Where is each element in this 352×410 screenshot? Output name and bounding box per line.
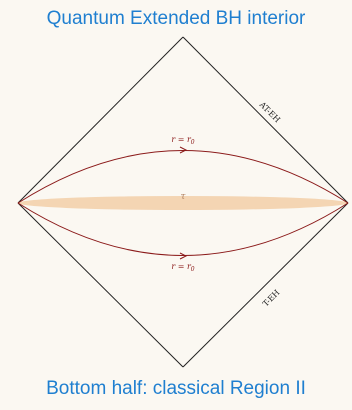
lower-left-edge <box>17 202 184 368</box>
lower-edge-label: T-EH <box>261 288 281 308</box>
upper-curve-arrow <box>179 146 188 154</box>
upper-edge-label: AT-EH <box>257 99 282 124</box>
tau-label: τ <box>181 192 187 202</box>
upper-r0-curve <box>17 150 349 204</box>
upper-left-edge <box>17 36 184 204</box>
tau-band <box>18 196 348 210</box>
diagram-title: Quantum Extended BH interior <box>46 8 306 29</box>
lower-curve-arrow <box>179 252 188 260</box>
lower-r0-curve <box>17 202 349 256</box>
lower-curve-label: r = r0 <box>171 262 194 273</box>
upper-curve-label: r = r0 <box>171 135 194 146</box>
lower-right-edge <box>182 202 349 368</box>
upper-right-edge <box>182 36 349 204</box>
diagram-caption: Bottom half: classical Region II <box>46 378 306 399</box>
